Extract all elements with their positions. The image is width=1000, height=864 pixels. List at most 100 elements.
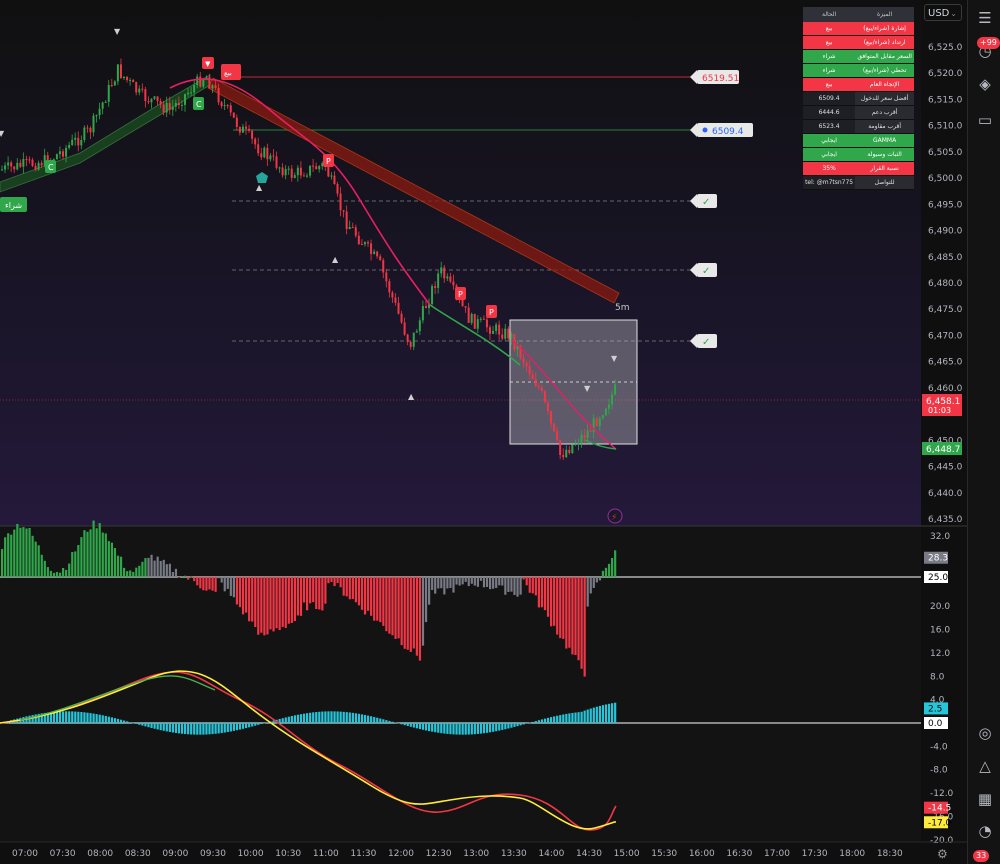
candle-body xyxy=(275,156,278,168)
candle-body xyxy=(327,166,330,177)
oscillator-value-tag-label: 25.0 xyxy=(928,573,948,583)
oscillator-value-tag xyxy=(924,816,948,829)
check-tag-3[interactable]: ✓ xyxy=(690,334,717,348)
oscillator-bar xyxy=(16,523,19,577)
oscillator-bar xyxy=(46,567,49,577)
time-axis-tick: 10:30 xyxy=(275,849,301,859)
oscillator-bar xyxy=(211,577,214,591)
table-cell-value: 6444.6 xyxy=(803,105,856,120)
momentum-bar xyxy=(290,716,293,723)
candle-body xyxy=(318,166,321,170)
oscillator-bar xyxy=(37,545,40,577)
momentum-bar xyxy=(614,702,617,723)
entry-level-tag[interactable]: 6509.4 xyxy=(690,123,753,137)
candle-body xyxy=(241,126,244,133)
svg-text:C: C xyxy=(196,100,202,109)
momentum-bar xyxy=(604,704,608,723)
momentum-bar xyxy=(504,723,507,730)
candle-body xyxy=(510,333,513,339)
candle-body xyxy=(92,115,95,133)
momentum-bar xyxy=(180,723,184,734)
oscillator-bar xyxy=(232,577,235,598)
oscillator-bar xyxy=(519,577,522,595)
triangle-down-marker: ▼ xyxy=(0,129,5,138)
watchlist-icon[interactable]: ☰ xyxy=(978,9,992,27)
candle-body xyxy=(113,81,116,86)
settings-gear-icon[interactable]: ⚙ xyxy=(937,847,948,861)
oscillator-bar xyxy=(315,577,318,610)
candle-body xyxy=(348,227,351,230)
candle-body xyxy=(162,104,165,113)
table-cell-label: GAMMA xyxy=(855,133,914,148)
moving-average-bull-2 xyxy=(584,439,617,450)
resistance-level-tag[interactable]: 6519.51 xyxy=(690,70,739,84)
momentum-bar xyxy=(373,716,376,723)
candle-body xyxy=(604,408,607,416)
candle-body xyxy=(269,155,272,160)
candle-body xyxy=(531,374,534,380)
oscillator-bar xyxy=(275,577,278,629)
candle-body xyxy=(71,139,74,145)
momentum-bar xyxy=(583,710,586,723)
candle-body xyxy=(16,162,19,170)
momentum-bar xyxy=(287,716,290,723)
oscillator-bar xyxy=(159,560,162,577)
broadcast-icon[interactable]: ◔ xyxy=(978,822,992,840)
candle-body xyxy=(559,439,562,456)
momentum-bar xyxy=(348,712,351,723)
oscillator-bar xyxy=(485,577,489,587)
candle-body xyxy=(132,79,135,83)
layers-icon[interactable]: ◈ xyxy=(979,75,991,93)
candle-body xyxy=(19,162,22,167)
momentum-bar xyxy=(534,721,537,723)
calendar-icon[interactable]: ▦ xyxy=(977,790,993,808)
candle-body xyxy=(43,155,46,166)
candle-body xyxy=(34,165,37,170)
oscillator-bar xyxy=(287,577,290,624)
check-tag-2[interactable]: ✓ xyxy=(690,263,717,277)
momentum-bar xyxy=(141,723,144,726)
oscillator-bar xyxy=(196,577,199,586)
oscillator-bar xyxy=(296,577,300,616)
sell-signal-label[interactable]: بيع xyxy=(221,64,241,80)
candle-body xyxy=(421,305,424,321)
momentum-bar xyxy=(421,723,425,730)
candle-body xyxy=(580,435,583,444)
oscillator-bar xyxy=(22,527,25,577)
candle-body xyxy=(187,92,190,95)
price-axis-tick: 6,440.0 xyxy=(928,489,963,499)
svg-text:P: P xyxy=(458,290,463,299)
momentum-bar xyxy=(101,715,104,723)
candle-body xyxy=(110,84,113,86)
momentum-bar xyxy=(89,713,92,723)
buy-signal-label[interactable]: شراء xyxy=(0,197,27,212)
table-cell-label: أقرب دعم xyxy=(855,105,914,120)
momentum-bar xyxy=(327,711,330,723)
candle-body xyxy=(388,281,391,293)
momentum-bar xyxy=(428,723,431,732)
target-icon[interactable]: ◎ xyxy=(978,724,992,742)
time-axis-tick: 11:00 xyxy=(313,849,339,859)
chat-icon[interactable]: ▭ xyxy=(977,111,993,129)
candle-body xyxy=(336,184,339,194)
candle-body xyxy=(479,318,482,320)
candle-body xyxy=(568,449,571,453)
momentum-bar xyxy=(302,713,306,723)
ideas-icon[interactable]: △ xyxy=(979,757,991,775)
oscillator-bar xyxy=(89,529,92,577)
currency-selector[interactable]: USD ⌄ xyxy=(924,4,962,21)
candle-body xyxy=(543,391,546,403)
candle-body xyxy=(534,379,537,387)
candle-body xyxy=(498,324,501,335)
chart-area[interactable]: ▼ ▼ ▲ ▲ ▲ ▼ ▼ 6,525.0 6,520.0 6,515.0 6,510.0 6,50… xyxy=(0,0,967,864)
candle-body xyxy=(287,168,290,170)
oscillator-bar xyxy=(367,577,370,611)
check-tag-1[interactable]: ✓ xyxy=(690,194,717,208)
momentum-bar xyxy=(71,711,74,723)
oscillator-bar xyxy=(504,577,507,595)
momentum-bar xyxy=(525,723,528,724)
momentum-bar xyxy=(162,723,165,731)
oscillator-bar xyxy=(68,563,71,577)
candle-body xyxy=(202,79,205,87)
momentum-bar xyxy=(43,712,46,723)
